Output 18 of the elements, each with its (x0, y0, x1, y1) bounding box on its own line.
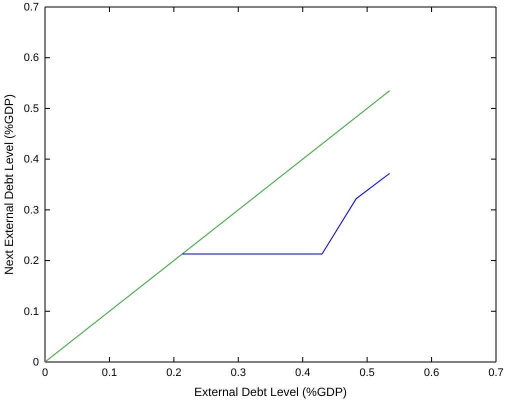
y-tick-label: 0.7 (24, 2, 39, 14)
x-tick-label: 0.4 (295, 366, 310, 379)
y-tick-label: 0.3 (24, 204, 39, 216)
y-tick-label: 0.4 (24, 154, 39, 166)
x-tick-label: 0.7 (488, 366, 504, 379)
y-axis-title: Next External Debt Level (%GDP) (2, 94, 16, 275)
y-tick-label: 0.6 (24, 52, 39, 64)
y-tick-label: 0 (32, 356, 39, 369)
y-tick-label: 0.5 (24, 102, 39, 115)
x-axis-title: External Debt Level (%GDP) (194, 385, 347, 399)
y-tick-label: 0.1 (24, 306, 39, 318)
x-tick-label: 0 (42, 366, 48, 379)
x-tick-label: 0.6 (424, 366, 440, 379)
y-tick-label: 0.2 (24, 255, 39, 268)
x-tick-label: 0.2 (166, 366, 182, 379)
x-tick-label: 0.5 (359, 366, 375, 379)
x-tick-label: 0.1 (102, 366, 118, 379)
x-tick-label: 0.3 (230, 366, 246, 379)
